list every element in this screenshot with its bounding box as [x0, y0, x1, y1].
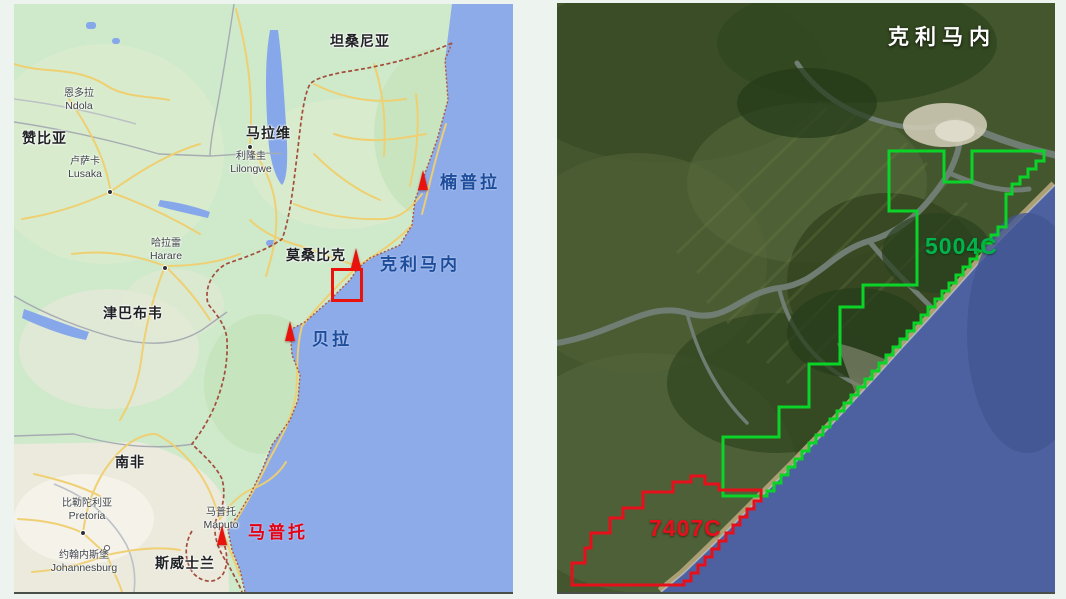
quelimane-highlight-box — [331, 268, 363, 302]
city-label-lilongwe: 利隆圭 Lilongwe — [219, 151, 283, 175]
country-label-zimbabwe: 津巴布韦 — [103, 305, 163, 321]
annotation-nampula: 楠普拉 — [440, 173, 500, 192]
city-label-lusaka: 卢萨卡 Lusaka — [54, 156, 116, 180]
satellite-city-label-quelimane: 克利马内 — [888, 25, 996, 49]
overview-map[interactable]: 坦桑尼亚 赞比亚 马拉维 莫桑比克 津巴布韦 南非 斯威士兰 恩多拉 Ndola… — [14, 4, 513, 592]
country-label-zambia: 赞比亚 — [22, 130, 67, 146]
city-label-harare: 哈拉雷 Harare — [134, 238, 198, 262]
annotation-beira: 贝拉 — [312, 330, 352, 349]
country-label-south-africa: 南非 — [115, 454, 145, 470]
city-label-pretoria-zh: 比勒陀利亚 — [62, 498, 112, 509]
city-label-johannesburg-zh: 约翰内斯堡 — [59, 550, 109, 561]
city-label-johannesburg-en: Johannesburg — [50, 562, 118, 574]
satellite-map-art — [557, 3, 1055, 592]
city-dot-harare — [162, 265, 168, 271]
city-label-ndola-zh: 恩多拉 — [64, 88, 94, 99]
city-dot-lilongwe — [247, 144, 253, 150]
city-dot-johannesburg — [104, 545, 110, 551]
block-label-5004c: 5004C — [925, 233, 998, 259]
location-marker-icon-nampula — [418, 170, 428, 190]
country-label-mozambique: 莫桑比克 — [286, 247, 346, 263]
city-label-harare-zh: 哈拉雷 — [151, 238, 181, 249]
location-marker-icon-beira — [285, 321, 295, 341]
country-label-eswatini: 斯威士兰 — [155, 555, 215, 571]
city-label-pretoria-en: Pretoria — [68, 510, 106, 522]
location-marker-icon-maputo — [217, 525, 227, 545]
satellite-map[interactable]: 克利马内 5004C 7407C — [557, 3, 1055, 592]
city-label-lilongwe-en: Lilongwe — [230, 163, 272, 175]
city-label-maputo-zh: 马普托 — [206, 507, 236, 518]
country-label-malawi: 马拉维 — [246, 125, 291, 141]
location-marker-icon-quelimane — [351, 248, 361, 268]
city-label-lusaka-zh: 卢萨卡 — [70, 156, 100, 167]
country-label-tanzania: 坦桑尼亚 — [330, 33, 390, 49]
block-outline-5004c — [721, 149, 1046, 498]
city-dot-lusaka — [107, 189, 113, 195]
city-label-pretoria: 比勒陀利亚 Pretoria — [50, 498, 124, 522]
city-dot-pretoria — [80, 530, 86, 536]
city-label-harare-en: Harare — [149, 250, 183, 262]
city-label-ndola: 恩多拉 Ndola — [54, 88, 104, 112]
annotation-quelimane: 克利马内 — [380, 255, 460, 274]
block-outline-7407c — [570, 474, 763, 587]
block-label-7407c: 7407C — [649, 515, 722, 541]
city-label-lusaka-en: Lusaka — [68, 168, 102, 180]
city-label-ndola-en: Ndola — [65, 100, 93, 112]
overview-map-art — [14, 4, 513, 592]
annotation-maputo: 马普托 — [248, 523, 308, 542]
city-label-johannesburg: 约翰内斯堡 Johannesburg — [34, 550, 134, 574]
city-label-lilongwe-zh: 利隆圭 — [236, 151, 266, 162]
